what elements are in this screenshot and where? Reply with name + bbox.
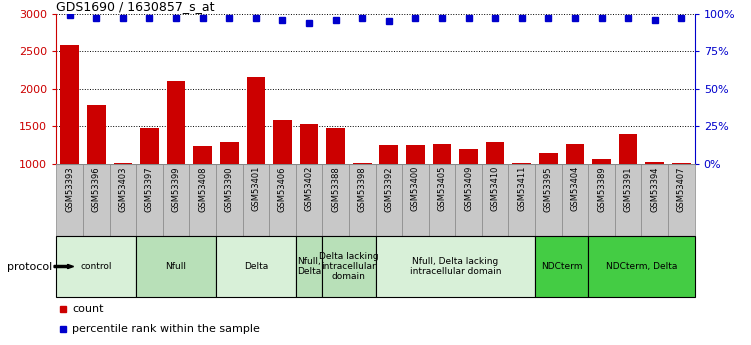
Bar — [246, 77, 265, 239]
Bar — [269, 164, 296, 236]
Bar — [402, 164, 429, 236]
Bar — [136, 236, 216, 297]
Text: GSM53393: GSM53393 — [65, 166, 74, 212]
Text: GSM53409: GSM53409 — [464, 166, 473, 211]
Bar — [296, 164, 322, 236]
Text: count: count — [72, 304, 104, 314]
Bar — [349, 164, 376, 236]
Text: Nfull,
Delta: Nfull, Delta — [297, 257, 321, 276]
Bar — [322, 164, 349, 236]
Bar — [83, 164, 110, 236]
Bar — [433, 144, 451, 239]
Text: Nfull, Delta lacking
intracellular domain: Nfull, Delta lacking intracellular domai… — [409, 257, 501, 276]
Bar — [296, 236, 322, 297]
Bar — [672, 163, 691, 239]
Bar — [60, 45, 79, 239]
Bar — [486, 142, 505, 239]
Bar — [167, 81, 185, 239]
Bar — [216, 164, 243, 236]
Bar — [619, 134, 638, 239]
Text: GSM53401: GSM53401 — [252, 166, 261, 211]
Text: GSM53392: GSM53392 — [385, 166, 394, 211]
Bar — [482, 164, 508, 236]
Text: NDCterm, Delta: NDCterm, Delta — [606, 262, 677, 271]
Bar — [539, 152, 558, 239]
Bar — [140, 128, 158, 239]
Bar — [87, 105, 106, 239]
Bar — [588, 236, 695, 297]
Bar — [163, 164, 189, 236]
Bar — [566, 144, 584, 239]
Bar — [220, 142, 239, 239]
Text: percentile rank within the sample: percentile rank within the sample — [72, 324, 260, 334]
Bar — [56, 236, 136, 297]
Bar — [535, 236, 588, 297]
Bar — [113, 163, 132, 239]
Text: GSM53405: GSM53405 — [438, 166, 447, 211]
Bar — [216, 236, 296, 297]
Bar — [56, 164, 83, 236]
Bar — [243, 164, 269, 236]
Bar — [562, 164, 588, 236]
Bar — [455, 164, 482, 236]
Bar — [535, 164, 562, 236]
Bar — [136, 164, 163, 236]
Text: GSM53398: GSM53398 — [357, 166, 366, 212]
Bar — [512, 163, 531, 239]
Text: GSM53404: GSM53404 — [571, 166, 580, 211]
Bar — [353, 163, 372, 239]
Bar — [668, 164, 695, 236]
Text: GSM53407: GSM53407 — [677, 166, 686, 211]
Text: GSM53395: GSM53395 — [544, 166, 553, 211]
Text: Nfull: Nfull — [165, 262, 186, 271]
Bar — [593, 159, 611, 239]
Bar — [193, 146, 212, 239]
Bar — [460, 149, 478, 239]
Bar — [322, 236, 376, 297]
Text: GSM53399: GSM53399 — [171, 166, 180, 211]
Bar — [615, 164, 641, 236]
Text: GSM53400: GSM53400 — [411, 166, 420, 211]
Text: GSM53397: GSM53397 — [145, 166, 154, 212]
Bar — [379, 145, 398, 239]
Text: GSM53411: GSM53411 — [517, 166, 526, 211]
Text: Delta lacking
intracellular
domain: Delta lacking intracellular domain — [319, 252, 379, 282]
Text: NDCterm: NDCterm — [541, 262, 583, 271]
Bar — [273, 120, 291, 239]
Text: GSM53389: GSM53389 — [597, 166, 606, 212]
Text: GSM53406: GSM53406 — [278, 166, 287, 211]
Text: GSM53390: GSM53390 — [225, 166, 234, 211]
Text: GSM53391: GSM53391 — [623, 166, 632, 211]
Bar — [376, 236, 535, 297]
Bar — [300, 124, 318, 239]
Bar — [588, 164, 615, 236]
Text: GSM53396: GSM53396 — [92, 166, 101, 212]
Text: GSM53408: GSM53408 — [198, 166, 207, 211]
Bar — [641, 164, 668, 236]
Bar — [508, 164, 535, 236]
Bar — [406, 145, 425, 239]
Bar — [110, 164, 136, 236]
Bar — [326, 128, 345, 239]
Text: GSM53394: GSM53394 — [650, 166, 659, 211]
Text: Delta: Delta — [243, 262, 268, 271]
Text: GDS1690 / 1630857_s_at: GDS1690 / 1630857_s_at — [56, 0, 215, 13]
Bar — [376, 164, 402, 236]
Bar — [429, 164, 455, 236]
Bar — [645, 162, 664, 239]
Text: protocol: protocol — [8, 262, 53, 272]
Text: GSM53410: GSM53410 — [490, 166, 499, 211]
Text: control: control — [80, 262, 112, 271]
Text: GSM53403: GSM53403 — [119, 166, 128, 211]
Bar — [189, 164, 216, 236]
Text: GSM53402: GSM53402 — [304, 166, 313, 211]
Text: GSM53388: GSM53388 — [331, 166, 340, 212]
